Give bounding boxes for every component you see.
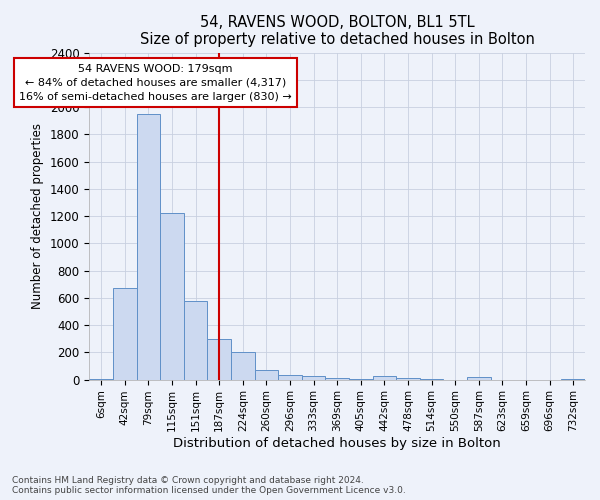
Bar: [278, 375, 302, 380]
Bar: [325, 378, 349, 380]
Bar: [231, 352, 254, 380]
Title: 54, RAVENS WOOD, BOLTON, BL1 5TL
Size of property relative to detached houses in: 54, RAVENS WOOD, BOLTON, BL1 5TL Size of…: [140, 15, 535, 48]
Bar: [420, 379, 443, 380]
Bar: [254, 370, 278, 380]
Bar: [113, 288, 137, 380]
Text: 54 RAVENS WOOD: 179sqm
← 84% of detached houses are smaller (4,317)
16% of semi-: 54 RAVENS WOOD: 179sqm ← 84% of detached…: [19, 64, 292, 102]
Bar: [467, 377, 491, 380]
Bar: [137, 114, 160, 380]
Bar: [373, 376, 396, 380]
Y-axis label: Number of detached properties: Number of detached properties: [31, 123, 44, 309]
Bar: [302, 376, 325, 380]
Bar: [184, 300, 208, 380]
Bar: [349, 379, 373, 380]
Text: Contains HM Land Registry data © Crown copyright and database right 2024.
Contai: Contains HM Land Registry data © Crown c…: [12, 476, 406, 495]
Bar: [396, 378, 420, 380]
Bar: [208, 338, 231, 380]
X-axis label: Distribution of detached houses by size in Bolton: Distribution of detached houses by size …: [173, 437, 501, 450]
Bar: [160, 214, 184, 380]
